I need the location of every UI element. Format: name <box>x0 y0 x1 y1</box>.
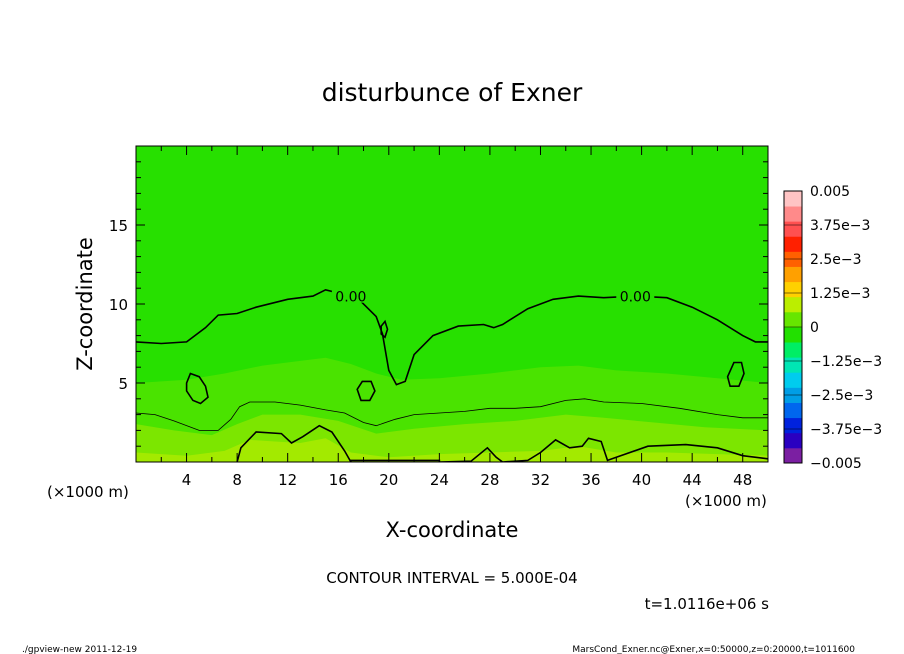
y-tick-label-5: 5 <box>118 375 128 393</box>
x-axis-label: X-coordinate <box>386 518 519 542</box>
time-label: t=1.0116e+06 s <box>645 595 770 613</box>
contour-label-bg-2 <box>616 288 655 303</box>
colorbar-swatch-10 <box>784 311 802 328</box>
x-tick-label-40: 40 <box>632 471 651 489</box>
colorbar-label-4: 1.25e−3 <box>810 286 870 302</box>
x-axis: 4 8 12 16 20 24 28 32 36 40 44 48 <box>160 146 752 489</box>
colorbar-label-3: 2.5e−3 <box>810 252 862 268</box>
x-tick-label-48: 48 <box>733 471 752 489</box>
x-tick-label-12: 12 <box>278 471 297 489</box>
x-tick-label-4: 4 <box>182 471 192 489</box>
field-layer: 0.00 0.00 <box>136 146 768 462</box>
x-units-left: (×1000 m) <box>47 483 129 501</box>
colorbar-swatch-17 <box>784 206 802 222</box>
x-tick-label-44: 44 <box>683 471 702 489</box>
x-tick-label-8: 8 <box>232 471 242 489</box>
x-units-right: (×1000 m) <box>685 492 767 510</box>
x-tick-label-16: 16 <box>329 471 348 489</box>
colorbar-swatch-6 <box>784 372 802 388</box>
zero-contour-loop-2 <box>356 380 376 402</box>
colorbar-swatch-13 <box>784 266 802 283</box>
x-tick-label-20: 20 <box>379 471 398 489</box>
colorbar-label-6: −1.25e−3 <box>810 354 882 370</box>
footer-right: MarsCond_Exner.nc@Exner,x=0:50000,z=0:20… <box>572 645 855 654</box>
contour-label-bg-1 <box>331 288 370 303</box>
x-tick-label-36: 36 <box>581 471 600 489</box>
colorbar-label-1: 0.005 <box>810 184 850 200</box>
colorbar-label-8: −3.75e−3 <box>810 422 882 438</box>
zero-contour-main <box>136 288 768 386</box>
colorbar-label-2: 3.75e−3 <box>810 218 870 234</box>
contour-label-1: 0.00 <box>335 290 366 306</box>
thin-contour <box>136 398 768 431</box>
colorbar-swatch-9 <box>784 327 802 343</box>
y-tick-label-15: 15 <box>109 217 128 235</box>
colorbar: 0.005 3.75e−3 2.5e−3 1.25e−3 0 −1.25e−3 −2.5e−… <box>783 184 882 472</box>
y-axis-label: Z-coordinate <box>73 237 97 371</box>
colorbar-label-7: −2.5e−3 <box>810 388 873 404</box>
chart-title: disturbunce of Exner <box>322 78 583 107</box>
colorbar-swatch-15 <box>784 236 802 252</box>
colorbar-label-5: 0 <box>810 320 819 336</box>
y-axis: 5 10 15 <box>109 161 768 447</box>
colorbar-swatch-7 <box>784 357 802 373</box>
colorbar-swatch-11 <box>784 296 802 313</box>
colorbar-swatch-3 <box>784 417 802 434</box>
x-tick-label-28: 28 <box>480 471 499 489</box>
contour-label-2: 0.00 <box>620 290 651 306</box>
colorbar-swatch-1 <box>784 447 802 464</box>
plot-area: 0.00 0.00 <box>135 145 769 463</box>
colorbar-swatch-8 <box>784 342 802 358</box>
zero-contour-loop-1 <box>185 372 209 405</box>
colorbar-swatch-16 <box>784 221 802 237</box>
colorbar-label-9: −0.005 <box>810 456 862 472</box>
colorbar-swatch-2 <box>784 432 802 449</box>
field-band-3 <box>136 438 768 462</box>
zero-contour-loop-3 <box>380 319 389 339</box>
colorbar-swatch-12 <box>784 281 802 298</box>
colorbar-swatch-18 <box>784 191 802 207</box>
zero-contour-loop-4 <box>726 361 745 388</box>
footer-left: ./gpview-new 2011-12-19 <box>22 645 137 654</box>
x-tick-label-24: 24 <box>430 471 449 489</box>
x-tick-label-32: 32 <box>531 471 550 489</box>
colorbar-swatch-4 <box>784 402 802 419</box>
y-tick-label-10: 10 <box>109 296 128 314</box>
contour-interval-text: CONTOUR INTERVAL = 5.000E-04 <box>326 569 577 587</box>
